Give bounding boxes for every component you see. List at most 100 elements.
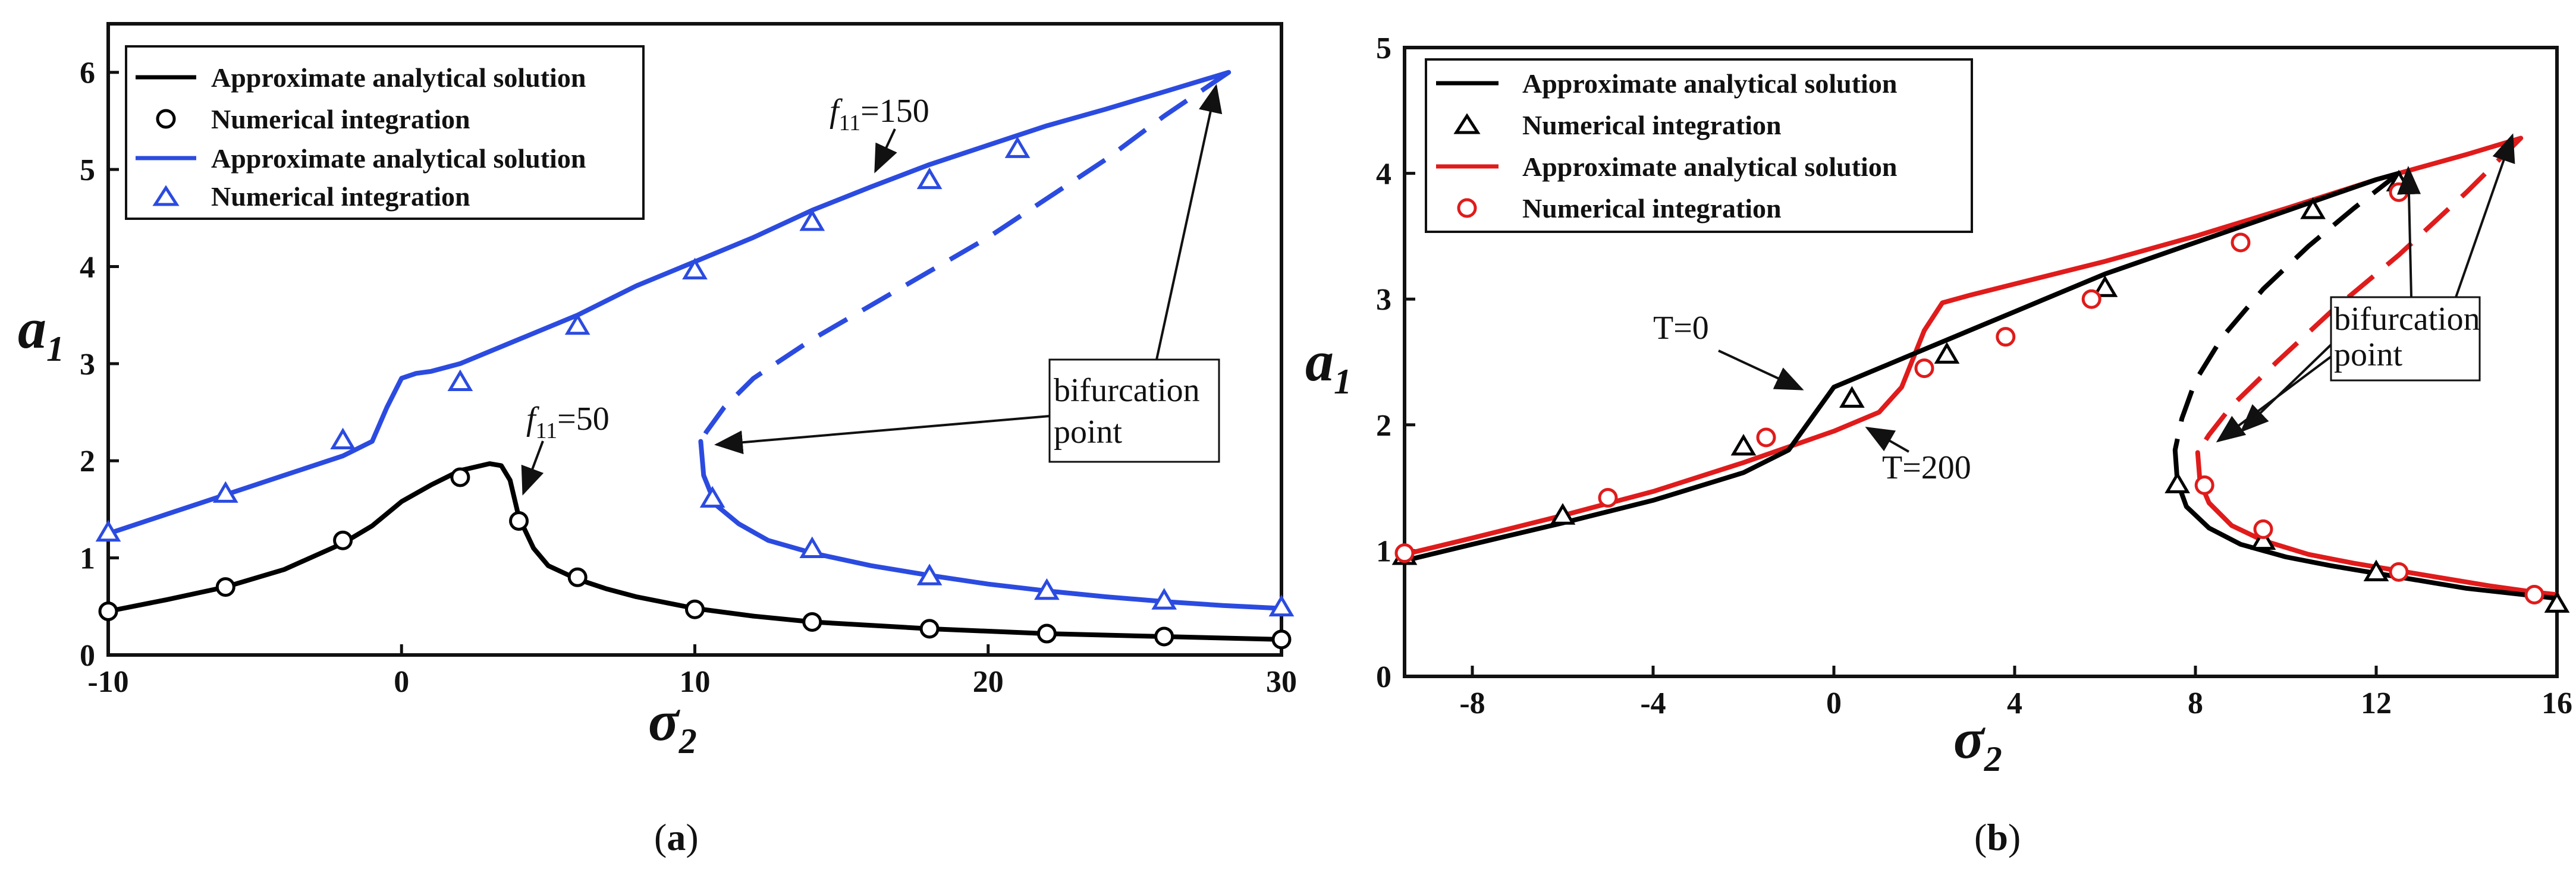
data-point-triangle [2363, 559, 2389, 581]
series-line [698, 439, 1284, 611]
data-point-triangle [916, 563, 943, 585]
data-point-triangle [1268, 594, 1295, 617]
data-point-triangle [2544, 591, 2570, 613]
series-group [1391, 136, 2570, 613]
series-line [2195, 136, 2523, 454]
legend: Approximate analytical solution Numerica… [125, 45, 645, 220]
series-line [2195, 450, 2559, 597]
data-point-triangle [799, 209, 825, 231]
bifurcation-label-line1: bifurcation [1054, 372, 1200, 409]
data-point-circle [215, 577, 235, 597]
y-tick-label: 1 [1376, 534, 1391, 568]
bifurcation-box [2330, 296, 2481, 382]
data-point-triangle [682, 257, 708, 280]
plot-area-frame [1403, 46, 2559, 678]
data-point-triangle [1004, 136, 1031, 158]
data-point-triangle [799, 536, 825, 559]
data-point-triangle [2250, 528, 2276, 550]
legend-label-2: Approximate analytical solution [1522, 152, 1897, 182]
y-tick-label: 3 [80, 348, 95, 382]
legend-triangle-marker [1453, 113, 1481, 134]
data-point-triangle [1839, 386, 1865, 408]
series-line [698, 70, 1230, 443]
caption-a: (a) [654, 816, 699, 858]
x-axis-title: σ2 [648, 689, 697, 761]
data-point-circle [98, 601, 118, 621]
series-line [106, 70, 1232, 536]
bifurcation-label-line1: bifurcation [2334, 301, 2480, 338]
data-point-triangle [2165, 471, 2190, 493]
legend-circle-marker [1457, 198, 1477, 218]
y-tick-label: 4 [1376, 158, 1391, 191]
data-point-circle [450, 467, 470, 487]
data-point-triangle [330, 427, 356, 450]
caption-b: (b) [1974, 816, 2021, 858]
arrow-bifurcation-lower [714, 415, 1050, 455]
data-point-triangle [699, 486, 725, 508]
data-point-triangle [2300, 197, 2326, 219]
data-point-triangle [447, 369, 473, 392]
arrow-bifurcation-upper [1155, 84, 1223, 360]
legend-label-1: Numerical integration [1522, 110, 1782, 140]
data-point-triangle [916, 167, 943, 190]
data-point-circle [1996, 327, 2016, 347]
bifurcation-box [1048, 358, 1220, 463]
data-point-circle [1154, 626, 1174, 647]
data-point-triangle [1934, 342, 1960, 364]
arrow-bifurcation-4 [2216, 355, 2332, 443]
x-tick-label: 20 [973, 665, 1004, 699]
y-tick-label: 5 [80, 153, 95, 187]
x-tick-label: -10 [87, 665, 128, 699]
arrow-f11-150 [874, 128, 897, 174]
data-point-circle [2081, 289, 2101, 309]
data-point-circle [1036, 623, 1057, 644]
x-tick-label: 0 [1826, 686, 1842, 720]
data-point-circle [1598, 488, 1618, 508]
annotation-t200: T=200 [1882, 449, 1971, 486]
y-tick-label: 2 [80, 445, 95, 478]
y-tick-label: 0 [80, 639, 95, 673]
data-point-triangle [1034, 578, 1060, 600]
legend-label-2: Approximate analytical solution [211, 143, 586, 174]
x-tick-label: 8 [2188, 686, 2203, 720]
bifurcation-label-line2: point [2334, 336, 2403, 373]
bifurcation-label-line2: point [1054, 414, 1123, 451]
legend-circle-marker [156, 109, 176, 129]
y-tick-label: 3 [1376, 283, 1391, 317]
annotation-t0: T=0 [1653, 310, 1709, 347]
x-tick-label: 10 [680, 665, 711, 699]
y-tick-label: 6 [80, 56, 95, 90]
data-point-triangle [95, 519, 121, 542]
series-line [2172, 171, 2401, 451]
data-point-circle [919, 619, 940, 639]
arrow-bifurcation-1 [2455, 133, 2515, 298]
data-point-circle [802, 612, 822, 632]
data-point-circle [2524, 584, 2544, 604]
x-tick-label: 30 [1266, 665, 1297, 699]
x-tick-label: 16 [2542, 686, 2572, 720]
x-tick-label: -4 [1640, 686, 1666, 720]
series-group [95, 70, 1295, 650]
y-axis-title: a1 [1305, 329, 1352, 401]
y-tick-label: 1 [80, 542, 95, 576]
data-point-circle [2389, 182, 2409, 202]
legend-label-0: Approximate analytical solution [1522, 68, 1897, 99]
data-point-circle [1914, 358, 1934, 379]
x-tick-label: 12 [2361, 686, 2392, 720]
data-point-circle [2389, 562, 2409, 582]
legend-frame [1425, 58, 1973, 233]
data-point-circle [1394, 543, 1415, 563]
annotation-f11-50: f11=50 [526, 401, 610, 443]
legend: Approximate analytical solution Numerica… [1425, 58, 1973, 233]
data-point-triangle [1730, 433, 1757, 456]
y-tick-label: 0 [1376, 660, 1391, 694]
legend-label-0: Approximate analytical solution [211, 62, 586, 93]
arrow-t0 [1718, 349, 1804, 390]
arrow-bifurcation-2 [2397, 166, 2421, 298]
data-point-circle [509, 511, 529, 531]
x-tick-label: 0 [394, 665, 409, 699]
